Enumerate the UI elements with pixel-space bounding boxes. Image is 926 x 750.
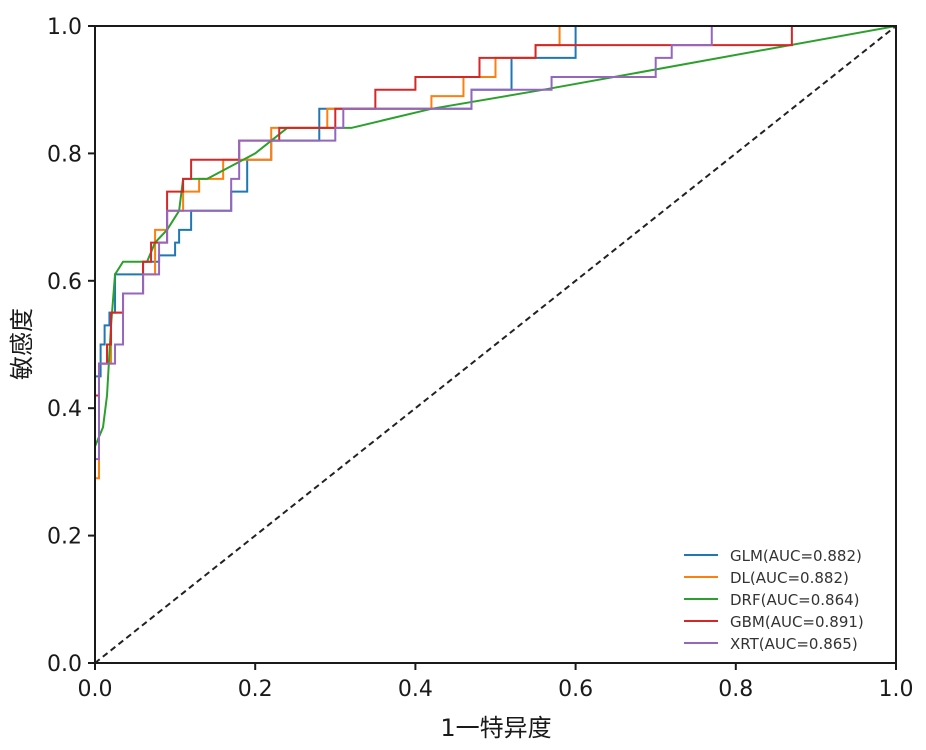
legend-label-dl: DL(AUC=0.882) [730,569,849,587]
legend: GLM(AUC=0.882) DL(AUC=0.882) DRF(AUC=0.864… [684,547,864,653]
x-axis-title: 1一特异度 [440,714,551,742]
plot-area [94,25,897,664]
x-tick-label: 0.0 [78,677,113,702]
legend-label-drf: DRF(AUC=0.864) [730,591,860,609]
legend-label-gbm: GBM(AUC=0.891) [730,613,864,631]
y-axis-ticks: 0.0 0.2 0.4 0.6 0.8 1.0 [47,15,95,677]
roc-curve-gbm [95,25,896,397]
x-tick-label: 0.6 [558,677,593,702]
x-tick-label: 1.0 [879,677,914,702]
x-tick-label: 0.2 [238,677,273,702]
y-tick-label: 0.2 [47,525,82,550]
y-tick-label: 0.6 [47,270,82,295]
y-tick-label: 1.0 [47,15,82,40]
y-tick-label: 0.8 [47,142,82,167]
y-axis-title: 敏感度 [8,308,36,380]
x-tick-label: 0.4 [398,677,433,702]
y-tick-label: 0.4 [47,397,82,422]
roc-curve-xrt [95,25,896,461]
axes-frame [94,25,897,664]
chance-diagonal-line [94,25,897,664]
legend-label-glm: GLM(AUC=0.882) [730,547,862,565]
x-tick-label: 0.8 [718,677,753,702]
legend-label-xrt: XRT(AUC=0.865) [730,635,858,653]
y-tick-label: 0.0 [47,652,82,677]
x-axis-ticks: 0.0 0.2 0.4 0.6 0.8 1.0 [78,663,914,702]
